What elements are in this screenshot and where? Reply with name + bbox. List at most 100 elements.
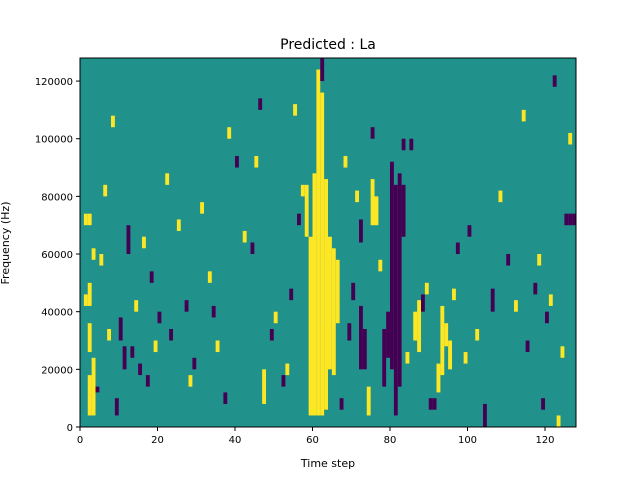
heatmap-cell <box>304 184 309 237</box>
y-tick-label: 100000 <box>35 135 73 146</box>
heatmap-cell <box>169 328 174 341</box>
heatmap-cell <box>83 294 88 306</box>
heatmap-cell <box>157 311 162 324</box>
heatmap-cell <box>138 363 143 376</box>
heatmap-cell <box>262 369 267 404</box>
heatmap-cell <box>413 311 418 341</box>
heatmap-cell <box>370 179 375 226</box>
heatmap-cell <box>359 305 363 370</box>
heatmap-cell <box>331 248 336 376</box>
heatmap-cell <box>293 104 298 116</box>
heatmap-cell <box>258 98 263 110</box>
heatmap-cell <box>424 282 429 295</box>
heatmap-cell <box>223 392 228 404</box>
heatmap-cell <box>99 254 104 266</box>
heatmap-cell <box>498 190 503 203</box>
heatmap-cell <box>107 328 112 341</box>
heatmap-cell <box>564 213 569 226</box>
heatmap-cell <box>324 179 329 410</box>
heatmap-cell <box>273 311 278 324</box>
heatmap-cell <box>475 328 480 341</box>
heatmap-cell <box>397 173 402 387</box>
plot-frame <box>79 57 577 428</box>
y-tick-label: 80000 <box>41 192 73 203</box>
heatmap-cell <box>91 248 96 260</box>
heatmap-cell <box>285 363 290 376</box>
heatmap-cell <box>409 138 414 151</box>
y-axis-label: Frequency (Hz) <box>0 202 12 285</box>
x-axis-label: Time step <box>300 457 355 470</box>
heatmap-cell <box>405 352 410 364</box>
heatmap-cell <box>142 236 146 249</box>
heatmap-cell <box>370 127 375 139</box>
heatmap-cell <box>211 305 216 318</box>
heatmap-cell <box>362 328 367 370</box>
heatmap-cell <box>556 415 561 427</box>
heatmap-cell <box>328 236 332 370</box>
heatmap-cell <box>428 398 433 410</box>
heatmap-cell <box>87 282 92 306</box>
x-tick-label: 80 <box>384 435 397 446</box>
heatmap-cell <box>463 352 468 364</box>
heatmap-cell <box>269 328 274 341</box>
heatmap-cell <box>254 156 259 168</box>
heatmap-cell <box>149 271 154 283</box>
heatmap-cell <box>401 138 406 151</box>
heatmap-cell <box>514 300 518 312</box>
heatmap-cell <box>393 184 398 416</box>
heatmap-cell <box>122 346 127 370</box>
heatmap-cell <box>525 340 530 353</box>
heatmap-cell <box>343 156 348 168</box>
y-tick-label: 120000 <box>35 77 73 88</box>
heatmap-cell <box>134 300 139 312</box>
heatmap-cell <box>297 213 301 226</box>
y-tick-label: 20000 <box>41 365 73 376</box>
heatmap-cell <box>91 357 96 416</box>
heatmap-cell <box>320 92 325 416</box>
heatmap-cell <box>176 219 181 231</box>
heatmap-cell <box>521 109 526 122</box>
heatmap-cell <box>250 242 255 255</box>
heatmap-cell <box>452 288 456 301</box>
heatmap-cell <box>366 386 371 416</box>
heatmap-cell <box>506 254 511 266</box>
heatmap-cell <box>200 202 205 214</box>
heatmap-cell <box>95 386 100 393</box>
y-tick-label: 40000 <box>41 308 73 319</box>
heatmap-cell <box>207 271 212 283</box>
heatmap-cell <box>227 127 232 139</box>
heatmap-cell <box>390 161 394 370</box>
heatmap-cell <box>386 311 391 358</box>
heatmap-cell <box>192 357 197 370</box>
chart-title: Predicted : La <box>280 37 376 53</box>
heatmap-cell <box>572 213 577 226</box>
heatmap-cell <box>541 398 546 410</box>
heatmap-cell <box>483 403 487 427</box>
heatmap-cell <box>289 288 294 301</box>
heatmap-cell <box>545 311 549 324</box>
heatmap-cell <box>87 213 92 226</box>
heatmap-cell <box>87 375 92 416</box>
heatmap-cell <box>114 398 119 416</box>
x-tick-label: 20 <box>151 435 164 446</box>
heatmap-cell <box>537 254 542 266</box>
heatmap-cell <box>126 225 131 255</box>
x-tick-label: 40 <box>229 435 242 446</box>
heatmap-cell <box>320 58 325 82</box>
heatmap-cell <box>215 340 220 353</box>
heatmap-cell <box>83 213 88 226</box>
heatmap-cell <box>444 323 449 347</box>
y-axis: 0 20000 40000 60000 80000 100000 120000 <box>35 77 80 434</box>
y-tick-label: 0 <box>67 423 73 434</box>
heatmap-cell <box>339 398 344 410</box>
heatmap-cell <box>335 259 340 324</box>
heatmap-cell <box>467 225 472 237</box>
heatmap-cell <box>552 75 557 87</box>
heatmap-cell <box>347 323 352 341</box>
x-tick-label: 120 <box>535 435 554 446</box>
heatmap-cells <box>83 58 577 427</box>
heatmap-cell <box>111 115 115 128</box>
heatmap-cell <box>242 230 247 243</box>
